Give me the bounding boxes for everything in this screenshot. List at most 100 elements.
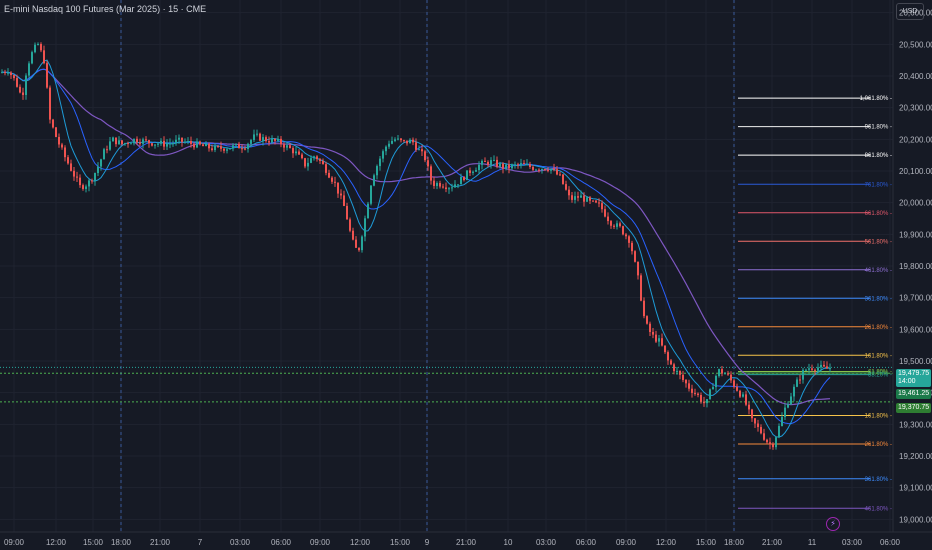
candle-body bbox=[466, 170, 468, 181]
candle-body bbox=[496, 159, 498, 167]
candle-body bbox=[613, 225, 615, 227]
candle-body bbox=[751, 409, 753, 419]
candle-body bbox=[574, 196, 576, 200]
candle-body bbox=[469, 170, 471, 173]
time-tick-label: 7 bbox=[198, 538, 203, 547]
candle-body bbox=[724, 373, 726, 375]
candle-body bbox=[826, 366, 828, 369]
price-tick-label: 20,200.00 bbox=[899, 135, 932, 144]
candle-body bbox=[325, 164, 327, 173]
candle-body bbox=[514, 164, 516, 166]
candle-body bbox=[433, 180, 435, 186]
candle-body bbox=[511, 164, 513, 169]
candle-body bbox=[202, 144, 204, 147]
candle-body bbox=[7, 72, 9, 74]
candle-body bbox=[178, 137, 180, 140]
fib-level-label: 361.80% - bbox=[865, 477, 892, 483]
candle-body bbox=[442, 186, 444, 188]
price-tick-label: 20,600.00 bbox=[899, 9, 932, 18]
time-tick-label: 18:00 bbox=[724, 538, 745, 547]
candle-body bbox=[517, 164, 519, 166]
candle-body bbox=[232, 145, 234, 149]
time-tick-label: 21:00 bbox=[456, 538, 477, 547]
candle-body bbox=[235, 143, 237, 146]
candle-body bbox=[319, 159, 321, 162]
candle-body bbox=[601, 203, 603, 210]
candle-body bbox=[484, 160, 486, 162]
fib-level-label: 261.80% - bbox=[865, 442, 892, 448]
candle-body bbox=[658, 338, 660, 342]
candle-body bbox=[532, 166, 534, 170]
time-axis[interactable]: 09:00 12:00 15:00 18:00 21:00 7 03:00 06:00 09:0… bbox=[0, 531, 932, 547]
candle-body bbox=[328, 172, 330, 178]
candle-body bbox=[172, 142, 174, 144]
candle-body bbox=[814, 369, 816, 371]
fib-level-label: 561.80% - bbox=[865, 239, 892, 245]
candle-body bbox=[829, 368, 831, 370]
candle-body bbox=[676, 370, 678, 372]
lightning-icon[interactable]: ⚡ bbox=[826, 517, 840, 531]
candle-body bbox=[760, 427, 762, 434]
candle-body bbox=[262, 137, 264, 141]
candle-body bbox=[520, 163, 522, 165]
candle-body bbox=[640, 275, 642, 301]
candle-body bbox=[457, 184, 459, 186]
candle-body bbox=[157, 143, 159, 145]
candle-body bbox=[85, 186, 87, 189]
price-axis[interactable]: 20,600.00 20,500.00 20,400.00 20,300.00 20,2… bbox=[892, 0, 932, 532]
candle-body bbox=[55, 127, 57, 137]
candle-body bbox=[811, 368, 813, 370]
fib-level-label: 461.80% - bbox=[865, 268, 892, 274]
candle-body bbox=[334, 181, 336, 183]
last-price-value: 19,479.75 bbox=[898, 370, 930, 377]
candle-body bbox=[382, 151, 384, 159]
candle-body bbox=[502, 163, 504, 169]
currency-button[interactable]: USD bbox=[896, 3, 924, 20]
candle-body bbox=[349, 219, 351, 231]
candle-body bbox=[88, 180, 90, 187]
candle-body bbox=[241, 148, 243, 150]
candle-body bbox=[70, 163, 72, 171]
fib-level-label: 861.80% - bbox=[865, 153, 892, 159]
candle-body bbox=[700, 394, 702, 402]
candle-body bbox=[421, 149, 423, 152]
candle-body bbox=[445, 187, 447, 190]
candle-body bbox=[808, 368, 810, 370]
candle-body bbox=[754, 418, 756, 424]
candle-body bbox=[253, 134, 255, 141]
time-tick-label: 09:00 bbox=[616, 538, 637, 547]
time-tick-label: 03:00 bbox=[230, 538, 251, 547]
candle-body bbox=[373, 175, 375, 186]
candle-body bbox=[385, 146, 387, 152]
candle-body bbox=[163, 140, 165, 147]
candle-body bbox=[697, 393, 699, 395]
candle-body bbox=[73, 170, 75, 177]
candle-body bbox=[706, 399, 708, 404]
candle-body bbox=[544, 168, 546, 171]
time-tick-label: 03:00 bbox=[842, 538, 863, 547]
candle-body bbox=[364, 218, 366, 237]
candle-body bbox=[67, 157, 69, 164]
candle-body bbox=[265, 137, 267, 142]
fib-level-label: 161.80% - bbox=[865, 413, 892, 419]
candle-body bbox=[229, 148, 231, 150]
candle-body bbox=[772, 444, 774, 448]
candle-body bbox=[151, 143, 153, 146]
candle-body bbox=[505, 164, 507, 169]
candle-body bbox=[589, 197, 591, 201]
candle-body bbox=[346, 205, 348, 220]
candles bbox=[1, 42, 831, 450]
time-tick-label: 21:00 bbox=[150, 538, 171, 547]
candle-body bbox=[271, 138, 273, 143]
candle-body bbox=[124, 143, 126, 145]
candle-body bbox=[316, 156, 318, 160]
candle-body bbox=[403, 140, 405, 142]
candle-body bbox=[580, 195, 582, 198]
candle-body bbox=[436, 183, 438, 186]
candle-body bbox=[709, 389, 711, 400]
symbol-title[interactable]: E-mini Nasdaq 100 Futures (Mar 2025) · 1… bbox=[4, 4, 207, 14]
candle-body bbox=[112, 137, 114, 142]
candle-body bbox=[529, 164, 531, 167]
last-price-badge: 19,479.75 14:00 bbox=[896, 369, 932, 387]
